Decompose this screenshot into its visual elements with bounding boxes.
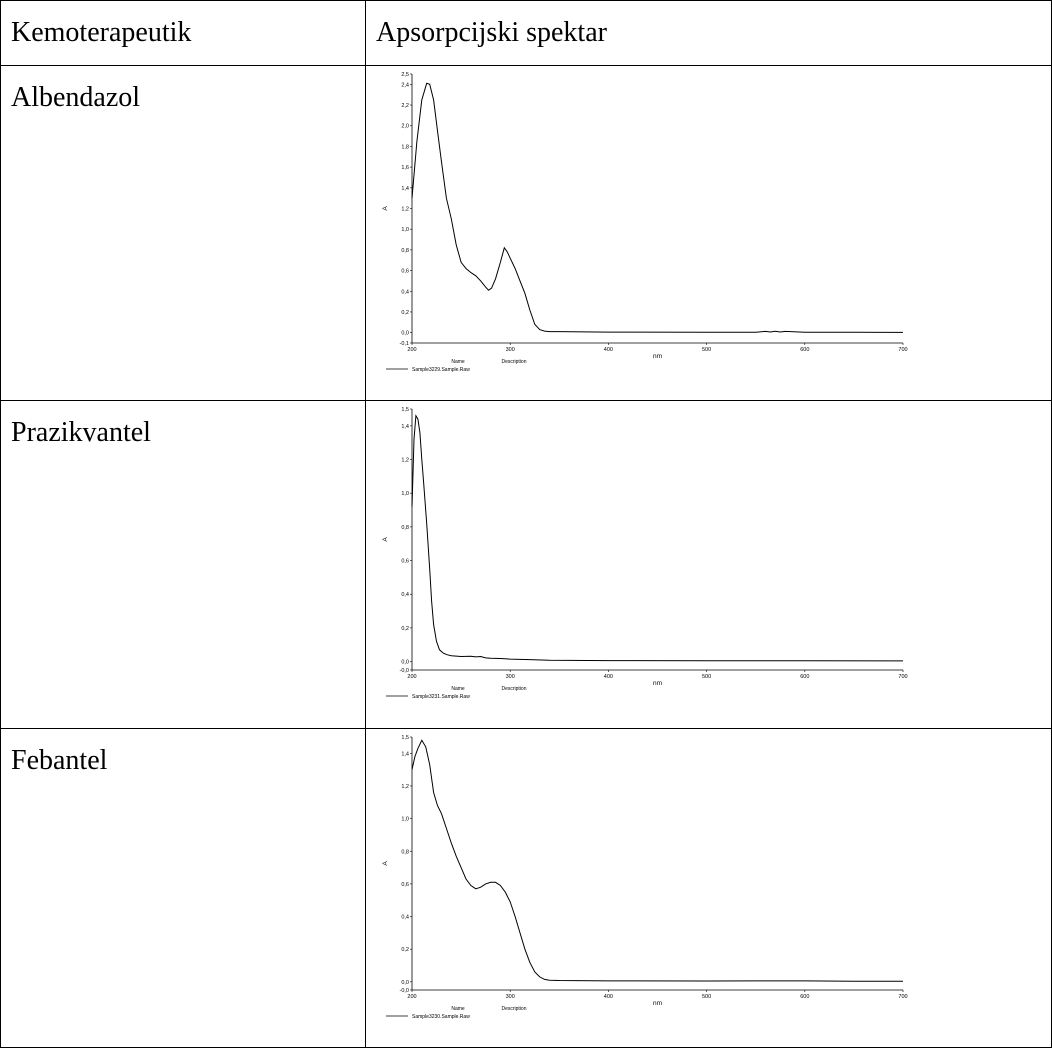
- y-tick-label: 2,4: [401, 82, 409, 88]
- spectrum-chart-prazikvantel: -0,0 0,0 0,2 0,4 0,6 0,8 1,0 1,2 1,4 1,5 200 300 400…: [382, 407, 908, 700]
- y-tick-label: -0,0: [400, 668, 409, 674]
- header-label: Apsorpcijski spektar: [376, 17, 607, 48]
- y-tick-label: 0,6: [401, 882, 409, 888]
- y-tick-label: 1,0: [401, 227, 409, 233]
- spectrum-line: [411, 414, 904, 662]
- y-tick-label: 1,4: [401, 424, 409, 430]
- x-tick-label: 300: [506, 347, 515, 353]
- chart-legend: Name Description Sample3231.Sample.Raw: [386, 686, 527, 700]
- legend-name-header: Name: [451, 359, 465, 365]
- y-tick-label: 0,2: [401, 310, 409, 316]
- x-tick-label: 300: [506, 994, 515, 1000]
- y-tick-label: 1,8: [401, 144, 409, 150]
- y-tick-label: 1,0: [401, 816, 409, 822]
- y-tick-label: 0,8: [401, 849, 409, 855]
- x-tick-label: 700: [898, 674, 907, 680]
- spectrum-line: [411, 82, 904, 333]
- spectrum-line: [411, 738, 904, 982]
- y-tick-label: -0,0: [400, 988, 409, 994]
- chart-axes: -0,1 0,0 0,2 0,4 0,6 0,8 1,0 1,2 1,4 1,6 1,8 2,0 2,2…: [382, 72, 908, 360]
- x-tick-label: 200: [407, 674, 416, 680]
- table-row: Febantel -0,0 0,0 0,2 0,4 0,6 0,8 1,0 1,2 1,4 1,5…: [0, 727, 1052, 1048]
- x-tick-label: 500: [702, 347, 711, 353]
- x-tick-label: 200: [407, 994, 416, 1000]
- spectrum-chart-febantel: -0,0 0,0 0,2 0,4 0,6 0,8 1,0 1,2 1,4 1,5 200 300 400…: [382, 735, 908, 1020]
- y-tick-label: 0,2: [401, 626, 409, 632]
- drug-cell: Prazikvantel: [0, 400, 366, 729]
- x-tick-label: 400: [604, 674, 613, 680]
- y-tick-label: 0,4: [401, 914, 409, 920]
- y-tick-label: 1,2: [401, 784, 409, 790]
- drug-cell: Albendazol: [0, 65, 366, 402]
- legend-description-header: Description: [501, 1006, 526, 1012]
- y-tick-label: 0,8: [401, 525, 409, 531]
- y-tick-label: 0,6: [401, 559, 409, 565]
- spectrum-chart-albendazol: -0,1 0,0 0,2 0,4 0,6 0,8 1,0 1,2 1,4 1,6 1,8 2,0 2,2…: [382, 72, 908, 373]
- x-tick-label: 400: [604, 994, 613, 1000]
- x-axis-label: nm: [653, 353, 662, 360]
- y-tick-label: 0,6: [401, 269, 409, 275]
- y-axis-label: A: [382, 860, 389, 865]
- spectrum-cell: -0,0 0,0 0,2 0,4 0,6 0,8 1,0 1,2 1,4 1,5 200 300 400…: [365, 727, 1052, 1048]
- legend-description-header: Description: [501, 359, 526, 365]
- header-label: Kemoterapeutik: [11, 17, 192, 48]
- x-tick-label: 500: [702, 674, 711, 680]
- legend-entry: Sample3230.Sample.Raw: [412, 1014, 470, 1020]
- y-tick-label: 1,5: [401, 735, 409, 741]
- x-tick-label: 600: [800, 347, 809, 353]
- legend-description-header: Description: [501, 686, 526, 692]
- y-tick-label: 0,0: [401, 660, 409, 666]
- y-tick-label: 2,2: [401, 103, 409, 109]
- x-tick-label: 600: [800, 674, 809, 680]
- chart-axes: -0,0 0,0 0,2 0,4 0,6 0,8 1,0 1,2 1,4 1,5 200 300 400…: [382, 735, 908, 1007]
- y-tick-label: 2,0: [401, 124, 409, 130]
- x-axis-label: nm: [653, 1000, 662, 1007]
- spectrum-cell: -0,1 0,0 0,2 0,4 0,6 0,8 1,0 1,2 1,4 1,6 1,8 2,0 2,2…: [365, 65, 1052, 402]
- y-tick-label: 1,4: [401, 186, 409, 192]
- y-tick-label: 1,0: [401, 492, 409, 498]
- x-tick-label: 300: [506, 674, 515, 680]
- y-tick-label: 1,5: [401, 407, 409, 413]
- y-tick-label: 1,2: [401, 458, 409, 464]
- x-tick-label: 600: [800, 994, 809, 1000]
- drug-name: Prazikvantel: [11, 417, 151, 449]
- header-cell-spectrum: Apsorpcijski spektar: [365, 0, 1052, 67]
- chart-legend: Name Description Sample3230.Sample.Raw: [386, 1006, 527, 1020]
- drug-name: Albendazol: [11, 82, 141, 114]
- legend-name-header: Name: [451, 686, 465, 692]
- x-tick-label: 700: [898, 994, 907, 1000]
- y-tick-label: 1,4: [401, 751, 409, 757]
- drug-cell: Febantel: [0, 727, 366, 1048]
- y-tick-label: 0,2: [401, 947, 409, 953]
- table-header-row: Kemoterapeutik Apsorpcijski spektar: [0, 0, 1052, 67]
- y-axis-label: A: [382, 206, 389, 211]
- table-row: Prazikvantel -0,0 0,0 0,2 0,4 0,6 0,8 1,0 1,2 1,…: [0, 400, 1052, 729]
- x-tick-label: 400: [604, 347, 613, 353]
- x-tick-label: 200: [407, 347, 416, 353]
- y-tick-label: 2,5: [401, 72, 409, 78]
- x-tick-label: 500: [702, 994, 711, 1000]
- y-tick-label: 1,6: [401, 165, 409, 171]
- chart-axes: -0,0 0,0 0,2 0,4 0,6 0,8 1,0 1,2 1,4 1,5 200 300 400…: [382, 407, 908, 687]
- legend-entry: Sample3231.Sample.Raw: [412, 694, 470, 700]
- header-cell-drug: Kemoterapeutik: [0, 0, 366, 67]
- table-row: Albendazol -0,1 0,0 0,2 0,4 0,6 0,8 1,0 1,2 1,4 1…: [0, 65, 1052, 402]
- y-tick-label: 0,8: [401, 248, 409, 254]
- y-tick-label: -0,1: [400, 341, 409, 347]
- legend-entry: Sample3229.Sample.Raw: [412, 367, 470, 373]
- y-tick-label: 0,4: [401, 593, 409, 599]
- spectrum-cell: -0,0 0,0 0,2 0,4 0,6 0,8 1,0 1,2 1,4 1,5 200 300 400…: [365, 400, 1052, 729]
- drug-name: Febantel: [11, 744, 108, 776]
- x-axis-label: nm: [653, 680, 662, 687]
- y-tick-label: 1,2: [401, 207, 409, 213]
- x-tick-label: 700: [898, 347, 907, 353]
- chart-legend: Name Description Sample3229.Sample.Raw: [386, 359, 527, 373]
- y-axis-label: A: [382, 537, 389, 542]
- y-tick-label: 0,0: [401, 980, 409, 986]
- y-tick-label: 0,4: [401, 289, 409, 295]
- legend-name-header: Name: [451, 1006, 465, 1012]
- y-tick-label: 0,0: [401, 331, 409, 337]
